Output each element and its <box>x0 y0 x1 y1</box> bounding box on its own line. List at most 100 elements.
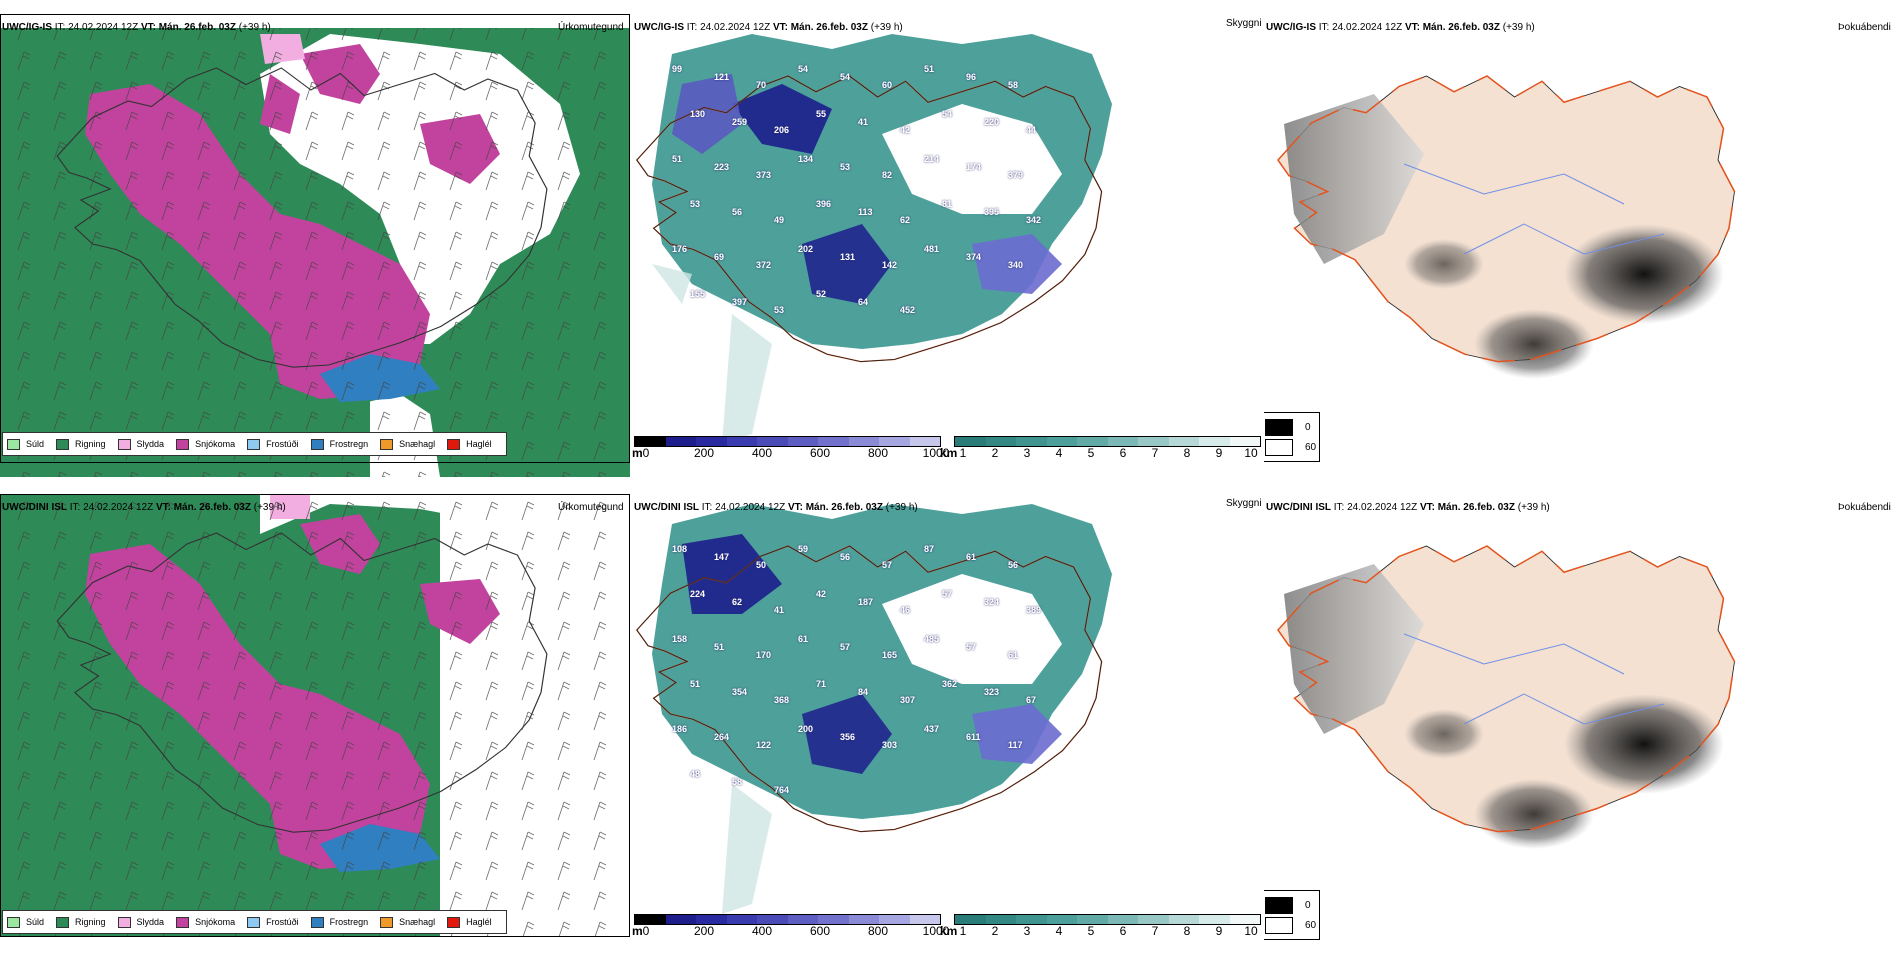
height-unit: m <box>632 924 643 938</box>
height-label: 437 <box>924 724 940 734</box>
height-label: 51 <box>690 679 701 689</box>
height-label: 259 <box>732 117 748 127</box>
height-label: 130 <box>690 109 706 119</box>
height-label: 60 <box>882 80 893 90</box>
height-label: 42 <box>816 589 827 599</box>
height-label: 57 <box>840 642 851 652</box>
height-label: 70 <box>756 80 767 90</box>
fog-panel-ig-is: 0 60 <box>1264 14 1894 479</box>
height-label: 62 <box>900 215 911 225</box>
height-label: 485 <box>924 634 940 644</box>
height-label: 57 <box>942 589 953 599</box>
height-label: 354 <box>732 687 748 697</box>
height-label: 131 <box>840 252 856 262</box>
height-label: 200 <box>798 724 814 734</box>
height-label: 155 <box>690 289 706 299</box>
fog-map <box>1264 14 1894 479</box>
height-label: 186 <box>672 724 688 734</box>
height-label: 170 <box>756 650 772 660</box>
visibility-panel-dini: 108 147 50 59 56 57 87 61 56 224 62 41 42 187 46 57 324 3… <box>632 494 1262 959</box>
height-label: 44 <box>1026 125 1037 135</box>
panel-title: Þokuábendi <box>1838 502 1891 513</box>
height-label: 342 <box>1026 215 1042 225</box>
height-label: 147 <box>714 552 730 562</box>
height-label: 368 <box>774 695 790 705</box>
height-label: 69 <box>714 252 725 262</box>
height-label: 61 <box>1008 650 1019 660</box>
height-label: 174 <box>966 162 982 172</box>
height-label: 362 <box>942 679 958 689</box>
precip-type-map <box>0 14 630 479</box>
precip-type-map <box>0 494 630 959</box>
visibility-unit: km <box>940 924 958 938</box>
height-label: 84 <box>858 687 869 697</box>
height-unit: m <box>632 446 643 460</box>
height-label: 51 <box>924 64 935 74</box>
precip-type-panel-dini: Súld Rigning Slydda Snjókoma Frostúði Fr… <box>0 494 630 959</box>
height-label: 52 <box>816 289 827 299</box>
visibility-panel-ig-is: 99 121 70 54 54 60 51 96 58 130 259 206 55 41 42 54 220 4… <box>632 14 1262 479</box>
height-label: 53 <box>840 162 851 172</box>
height-label: 122 <box>756 740 772 750</box>
height-label: 373 <box>756 170 772 180</box>
height-label: 356 <box>840 732 856 742</box>
height-label: 121 <box>714 72 730 82</box>
panel-title: Þokuábendi <box>1838 22 1891 33</box>
height-label: 41 <box>774 605 785 615</box>
height-label: 264 <box>714 732 730 742</box>
height-label: 71 <box>816 679 827 689</box>
panel-frame <box>0 494 630 937</box>
legend-suld: Súld <box>26 439 45 449</box>
height-label: 142 <box>882 260 898 270</box>
panel-title: Úrkomutegund <box>558 502 624 513</box>
height-label: 59 <box>798 544 809 554</box>
panel-frame <box>0 14 630 463</box>
precip-type-legend: Súld Rigning Slydda Snjókoma Frostúði Fr… <box>2 910 507 934</box>
height-label: 158 <box>672 634 688 644</box>
panel-header: UWC/DINI ISL IT: 24.02.2024 12Z VT: Mán.… <box>634 502 918 513</box>
height-label: 54 <box>840 72 851 82</box>
height-label: 56 <box>840 552 851 562</box>
height-label: 56 <box>1008 560 1019 570</box>
panel-title: Skyggni <box>1226 18 1262 29</box>
legend-snjokoma: Snjókoma <box>195 439 236 449</box>
height-label: 134 <box>798 154 814 164</box>
height-label: 57 <box>882 560 893 570</box>
fog-legend: 0 60 <box>1264 412 1320 462</box>
height-label: 214 <box>924 154 940 164</box>
height-label: 220 <box>984 117 1000 127</box>
height-label: 307 <box>900 695 916 705</box>
panel-header: UWC/IG-IS IT: 24.02.2024 12Z VT: Mán. 26… <box>634 22 903 33</box>
legend-snaehagl: Snæhagl <box>399 439 436 449</box>
height-label: 96 <box>966 72 977 82</box>
height-label: 87 <box>924 544 935 554</box>
height-label: 176 <box>672 244 688 254</box>
height-label: 51 <box>714 642 725 652</box>
height-label: 397 <box>732 297 748 307</box>
precip-type-legend: Súld Rigning Slydda Snjókoma Frostúði Fr… <box>2 432 507 456</box>
height-label: 372 <box>756 260 772 270</box>
fog-map <box>1264 494 1894 959</box>
height-label: 58 <box>732 777 743 787</box>
legend-frostregn: Frostregn <box>329 439 369 449</box>
height-label: 206 <box>774 125 790 135</box>
height-colorbar <box>634 436 941 447</box>
height-label: 303 <box>882 740 898 750</box>
height-label: 54 <box>798 64 809 74</box>
height-label: 67 <box>1026 695 1037 705</box>
height-label: 452 <box>900 305 916 315</box>
panel-header: UWC/DINI ISL IT: 24.02.2024 12Z VT: Mán.… <box>2 502 286 513</box>
height-label: 165 <box>882 650 898 660</box>
height-label: 396 <box>816 199 832 209</box>
height-label: 53 <box>774 305 785 315</box>
legend-rigning: Rigning <box>75 439 106 449</box>
height-label: 99 <box>672 64 683 74</box>
visibility-colorbar <box>954 436 1261 447</box>
height-label: 48 <box>690 769 701 779</box>
visibility-map <box>632 494 1262 959</box>
height-label: 202 <box>798 244 814 254</box>
height-colorbar <box>634 914 941 925</box>
height-label: 61 <box>966 552 977 562</box>
visibility-colorbar <box>954 914 1261 925</box>
legend-frostudi: Frostúði <box>266 439 299 449</box>
